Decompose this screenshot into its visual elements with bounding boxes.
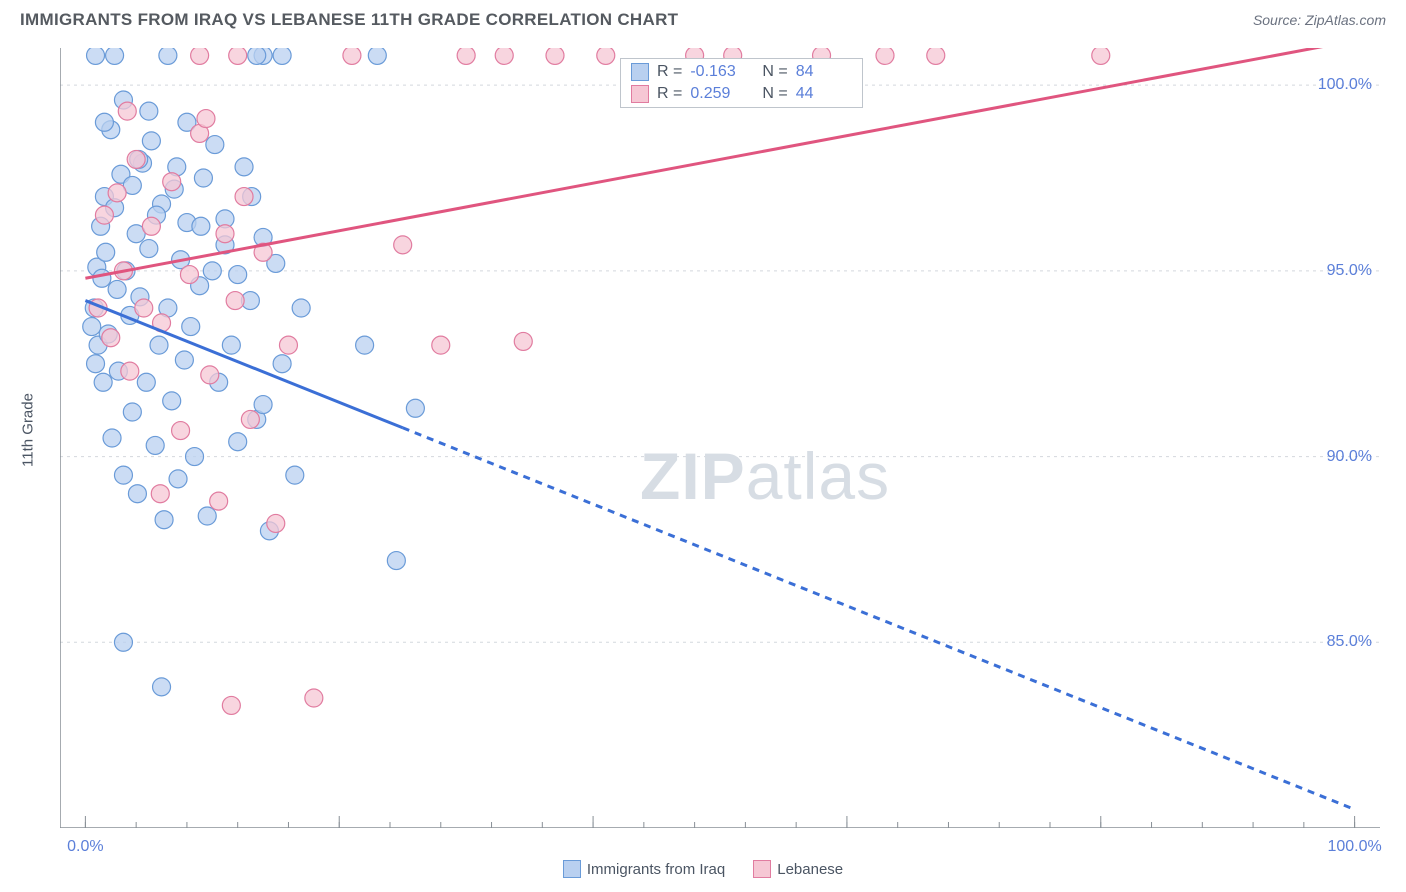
legend-label: Lebanese (777, 861, 843, 878)
r-label: R = (657, 63, 682, 81)
stats-row: R = 0.259 N = 44 (621, 83, 862, 105)
r-label: R = (657, 85, 682, 103)
x-tick-label: 0.0% (67, 838, 103, 856)
n-label: N = (762, 85, 787, 103)
legend-swatch (563, 860, 581, 878)
legend-label: Immigrants from Iraq (587, 861, 725, 878)
chart-header: IMMIGRANTS FROM IRAQ VS LEBANESE 11TH GR… (0, 0, 1406, 36)
stats-row: R = -0.163 N = 84 (621, 61, 862, 83)
chart-area: 85.0%90.0%95.0%100.0% 0.0%100.0% R =-0.1… (60, 48, 1380, 828)
legend-item: Immigrants from Iraq (563, 860, 725, 878)
series-swatch (631, 85, 649, 103)
n-label: N = (762, 63, 787, 81)
r-value: -0.163 (690, 63, 746, 81)
legend-swatch (753, 860, 771, 878)
x-tick-label: 100.0% (1327, 838, 1381, 856)
chart-title: IMMIGRANTS FROM IRAQ VS LEBANESE 11TH GR… (20, 10, 678, 30)
series-swatch (631, 63, 649, 81)
correlation-stats-box: R = -0.163 N = 84 R = 0.259 N = 44 (620, 58, 863, 108)
y-axis-label: 11th Grade (20, 393, 37, 467)
x-tick-container: 0.0%100.0% (60, 48, 1380, 828)
n-value: 44 (796, 85, 852, 103)
bottom-legend: Immigrants from Iraq Lebanese (0, 860, 1406, 878)
legend-item: Lebanese (753, 860, 843, 878)
chart-source: Source: ZipAtlas.com (1253, 12, 1386, 28)
n-value: 84 (796, 63, 852, 81)
r-value: 0.259 (690, 85, 746, 103)
